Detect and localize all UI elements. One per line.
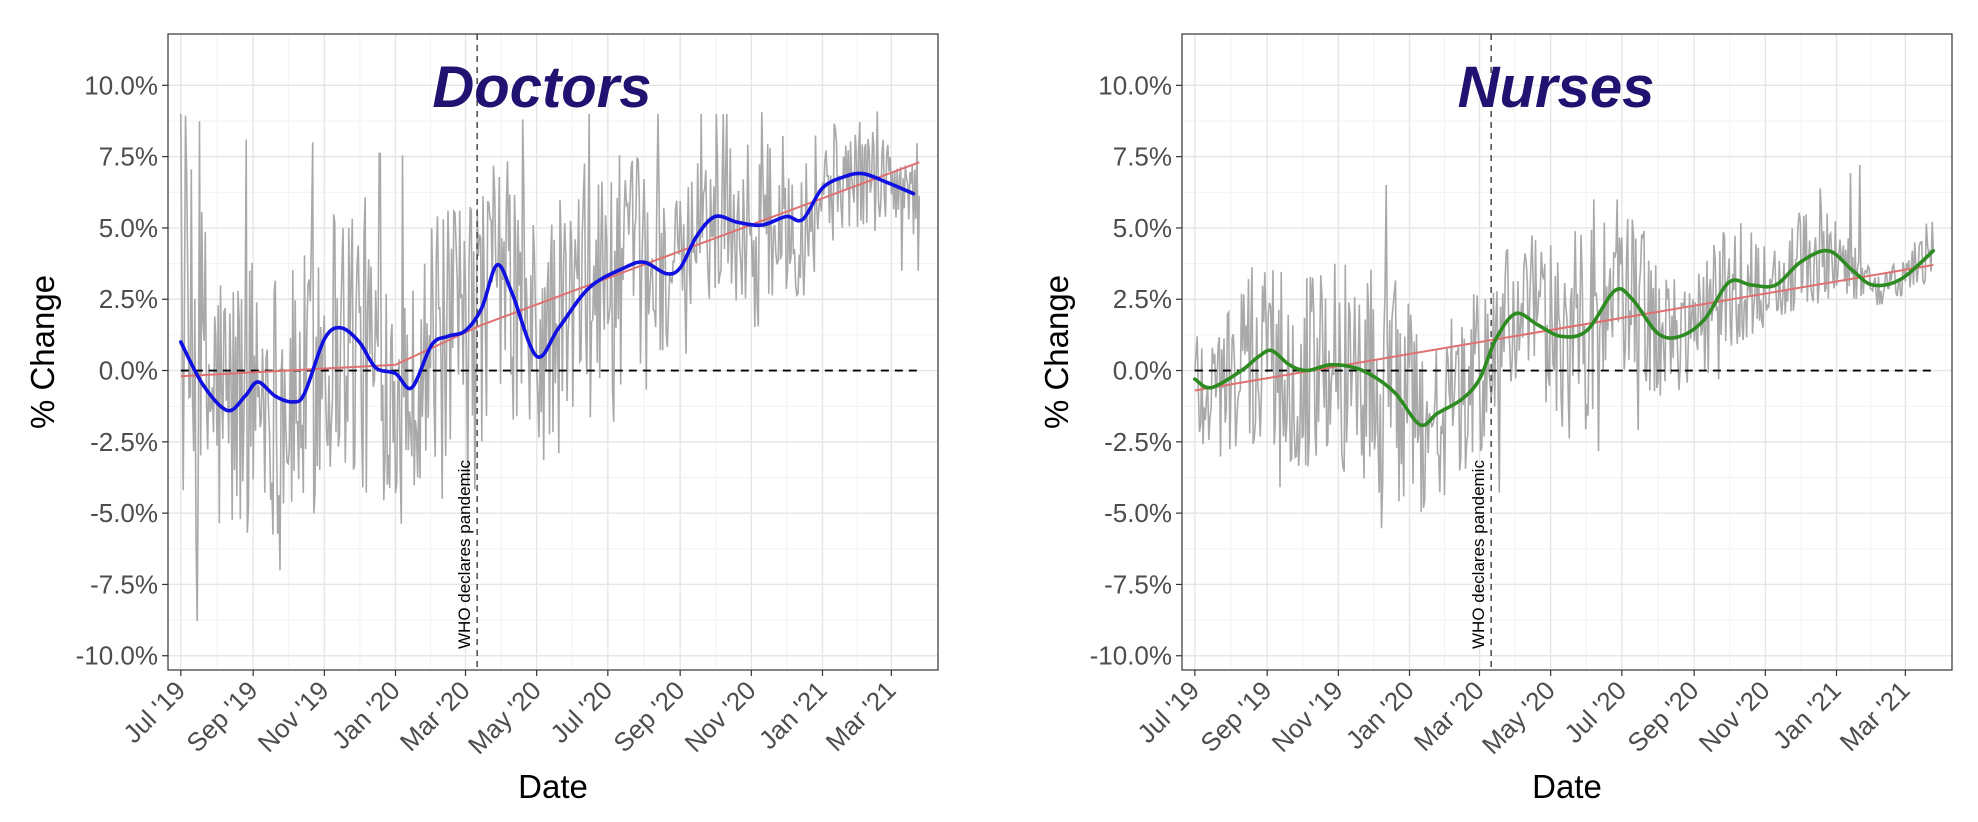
- x-tick-label: May '20: [1476, 675, 1561, 760]
- x-tick-label: Jan '20: [326, 675, 406, 755]
- x-tick-label: Nov '19: [252, 675, 335, 758]
- x-tick-label: May '20: [462, 675, 547, 760]
- chart-panel-doctors: WHO declares pandemic Doctors -10.0% -7.5% -…: [24, 33, 939, 805]
- chart-title: Nurses: [1458, 55, 1655, 120]
- y-axis-title: % Change: [24, 275, 61, 429]
- chart-title: Doctors: [432, 55, 651, 120]
- y-tick-label: -2.5%: [1104, 427, 1172, 457]
- trend-line: [180, 161, 920, 378]
- y-tick-label: 10.0%: [1098, 70, 1172, 100]
- y-tick-label: -7.5%: [90, 569, 158, 599]
- x-tick-label: Jan '21: [1767, 675, 1847, 755]
- y-tick-label: -7.5%: [1104, 569, 1172, 599]
- y-tick-label: 7.5%: [1113, 142, 1172, 172]
- x-axis-title: Date: [518, 768, 588, 805]
- x-tick-label: Nov '20: [1693, 675, 1776, 758]
- x-tick-label: Mar '20: [394, 675, 476, 757]
- x-tick-label: Sep '19: [1194, 675, 1277, 758]
- plot-border: [1181, 33, 1953, 671]
- y-tick-label: -5.0%: [1104, 498, 1172, 528]
- y-tick-label: 5.0%: [1113, 213, 1172, 243]
- chart-panel-nurses: WHO declares pandemic Nurses -10.0% -7.5% -5…: [1038, 33, 1953, 805]
- x-axis-title: Date: [1532, 768, 1602, 805]
- pandemic-annotation: WHO declares pandemic: [1469, 460, 1488, 649]
- y-tick-label: 2.5%: [1113, 284, 1172, 314]
- x-tick-label: Jan '21: [753, 675, 833, 755]
- y-axis-title: % Change: [1038, 275, 1075, 429]
- x-tick-label: Mar '21: [1834, 675, 1916, 757]
- x-tick-label: Mar '21: [820, 675, 902, 757]
- y-tick-label: 0.0%: [99, 356, 158, 386]
- x-tick-label: Sep '19: [180, 675, 263, 758]
- y-tick-label: 5.0%: [99, 213, 158, 243]
- x-tick-label: Nov '20: [679, 675, 762, 758]
- smoothed-line: [1193, 248, 1936, 428]
- x-tick-label: Nov '19: [1266, 675, 1349, 758]
- x-tick-label: Mar '20: [1408, 675, 1490, 757]
- x-tick-label: Jan '20: [1340, 675, 1420, 755]
- y-tick-label: -10.0%: [76, 641, 158, 671]
- y-tick-label: 0.0%: [1113, 356, 1172, 386]
- y-tick-label: 2.5%: [99, 284, 158, 314]
- y-tick-label: 7.5%: [99, 142, 158, 172]
- y-tick-label: -5.0%: [90, 498, 158, 528]
- plot-border: [167, 33, 939, 671]
- smoothed-line: [179, 171, 916, 413]
- daily-series-line: [1194, 164, 1935, 529]
- x-tick-label: Sep '20: [1621, 675, 1704, 758]
- y-tick-label: -10.0%: [1090, 641, 1172, 671]
- y-tick-label: 10.0%: [84, 70, 158, 100]
- x-tick-label: Sep '20: [607, 675, 690, 758]
- pandemic-annotation: WHO declares pandemic: [455, 460, 474, 649]
- y-tick-label: -2.5%: [90, 427, 158, 457]
